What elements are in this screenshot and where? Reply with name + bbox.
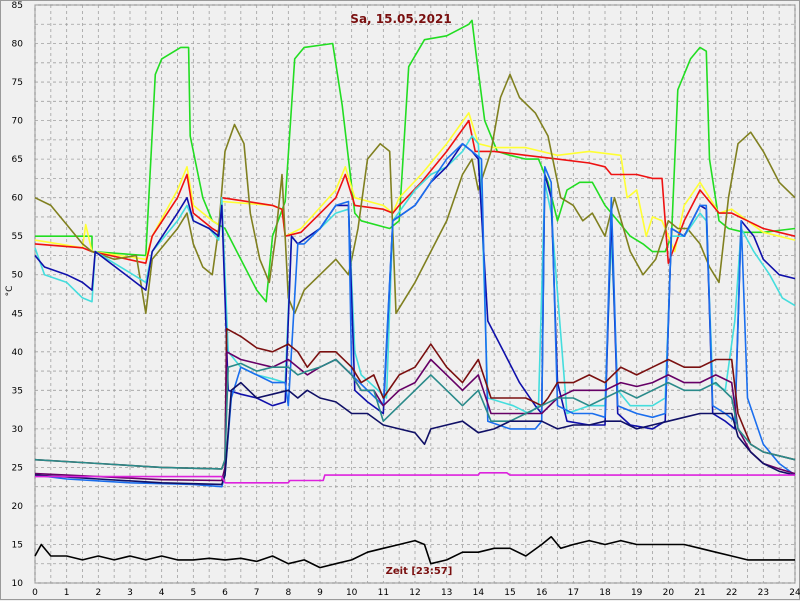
x-tick-label: 16 (536, 588, 548, 598)
x-tick-label: 18 (599, 588, 611, 598)
x-tick-label: 10 (346, 588, 358, 598)
series-line-1 (35, 19, 796, 303)
series-line-11 (34, 381, 796, 486)
series-line-4 (34, 73, 796, 315)
y-tick-label: 20 (12, 502, 24, 512)
y-tick-label: 10 (12, 579, 24, 589)
series-line-8 (34, 327, 796, 470)
x-tick-label: 2 (95, 588, 101, 598)
x-tick-label: 14 (473, 588, 485, 598)
y-tick-label: 60 (12, 194, 24, 204)
y-tick-label: 85 (12, 1, 23, 11)
x-tick-label: 3 (127, 588, 133, 598)
x-tick-label: 5 (190, 588, 196, 598)
tick-labels: 0 1 2 3 4 5 6 7 8 9 10 11 12 13 14 15 16 17 18 19 20 21 22 23 24… (12, 1, 800, 598)
x-tick-label: 8 (285, 588, 291, 598)
series-line-12 (35, 471, 795, 484)
series-line-9 (34, 350, 796, 482)
series-line-2 (34, 112, 796, 261)
y-tick-label: 70 (12, 117, 24, 127)
y-axis-label: °C (5, 286, 15, 297)
x-tick-label: 1 (64, 588, 70, 598)
x-tick-label: 9 (317, 588, 323, 598)
x-tick-label: 0 (32, 588, 38, 598)
x-tick-label: 21 (694, 588, 705, 598)
series-line-3 (34, 119, 796, 265)
chart-title: Sa, 15.05.2021 (350, 12, 451, 26)
x-tick-label: 19 (631, 588, 643, 598)
series-layer (34, 19, 796, 569)
y-tick-label: 75 (12, 78, 23, 88)
x-tick-label: 24 (789, 588, 800, 598)
x-tick-label: 22 (726, 588, 737, 598)
y-tick-label: 15 (12, 540, 23, 550)
series-line-7 (34, 142, 796, 488)
x-tick-label: 13 (441, 588, 452, 598)
series-line-13 (34, 535, 795, 569)
x-tick-label: 17 (568, 588, 579, 598)
x-tick-label: 15 (504, 588, 515, 598)
y-tick-label: 65 (12, 155, 23, 165)
x-tick-label: 6 (222, 588, 228, 598)
y-tick-label: 55 (12, 232, 23, 242)
y-tick-label: 40 (12, 348, 24, 358)
y-tick-label: 80 (12, 40, 24, 50)
y-tick-label: 30 (12, 425, 24, 435)
x-axis-label: Zeit [23:57] (386, 566, 453, 577)
y-tick-label: 35 (12, 386, 23, 396)
x-tick-label: 7 (254, 588, 260, 598)
grid (34, 4, 796, 584)
x-tick-label: 11 (378, 588, 389, 598)
x-tick-label: 4 (159, 588, 165, 598)
y-tick-label: 50 (12, 271, 24, 281)
x-tick-label: 20 (663, 588, 675, 598)
x-tick-label: 12 (409, 588, 420, 598)
series-line-10 (34, 358, 796, 470)
x-tick-label: 23 (758, 588, 769, 598)
y-tick-label: 25 (12, 463, 23, 473)
y-tick-label: 45 (12, 309, 23, 319)
